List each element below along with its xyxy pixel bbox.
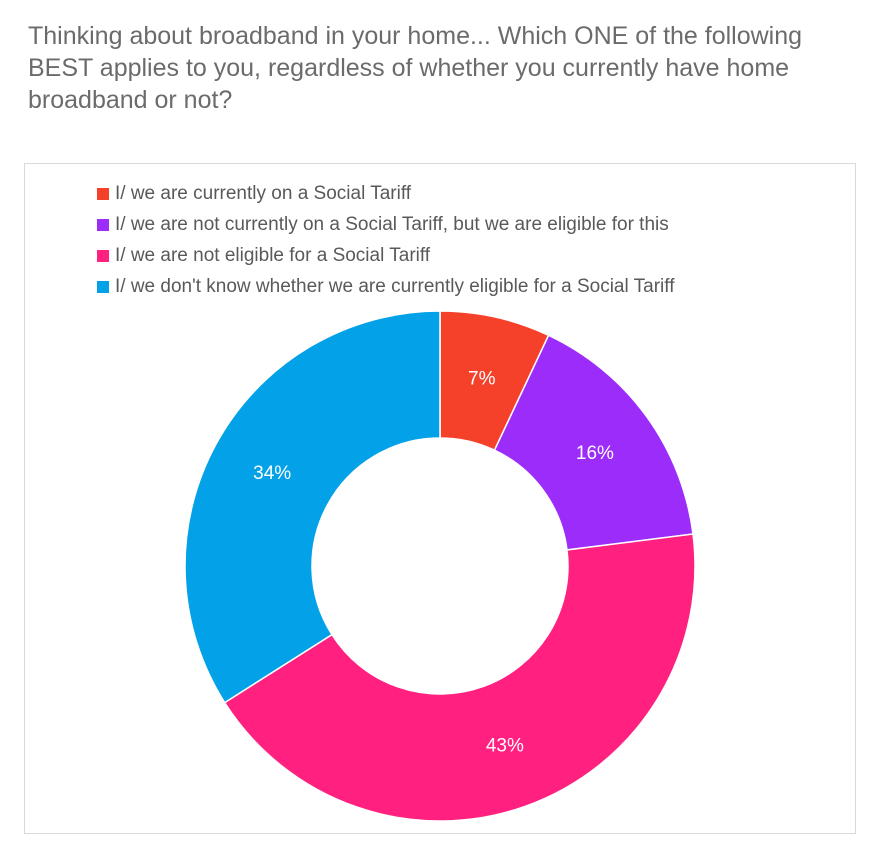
legend-item-eligible-not-on-tariff: I/ we are not currently on a Social Tari…: [97, 209, 674, 240]
slice-dont-know: [184, 310, 441, 704]
data-label-eligible-not-on-tariff: 16%: [576, 443, 614, 464]
legend-item-not-eligible: I/ we are not eligible for a Social Tari…: [97, 240, 674, 271]
data-label-current-social-tariff: 7%: [468, 369, 496, 390]
legend-swatch: [97, 280, 109, 293]
legend-swatch: [97, 218, 109, 231]
chart-title: Thinking about broadband in your home...…: [28, 22, 803, 114]
legend-item-current-social-tariff: I/ we are currently on a Social Tariff: [97, 178, 674, 209]
slice-eligible-not-on-tariff: [493, 334, 694, 551]
chart-area: I/ we are currently on a Social Tariff I…: [24, 163, 856, 834]
legend-label: I/ we don't know whether we are currentl…: [115, 275, 675, 297]
legend-label: I/ we are not currently on a Social Tari…: [115, 213, 669, 235]
legend-label: I/ we are not eligible for a Social Tari…: [115, 244, 431, 266]
data-label-dont-know: 34%: [253, 463, 291, 484]
data-label-not-eligible: 43%: [486, 736, 524, 757]
chart-legend: I/ we are currently on a Social Tariff I…: [97, 178, 674, 302]
legend-swatch: [97, 249, 109, 262]
legend-swatch: [97, 187, 109, 200]
legend-label: I/ we are currently on a Social Tariff: [115, 182, 412, 204]
slice-not-eligible: [223, 533, 696, 822]
donut-chart: 7% 16% 43% 34%: [184, 310, 696, 822]
legend-item-dont-know: I/ we don't know whether we are currentl…: [97, 271, 674, 302]
